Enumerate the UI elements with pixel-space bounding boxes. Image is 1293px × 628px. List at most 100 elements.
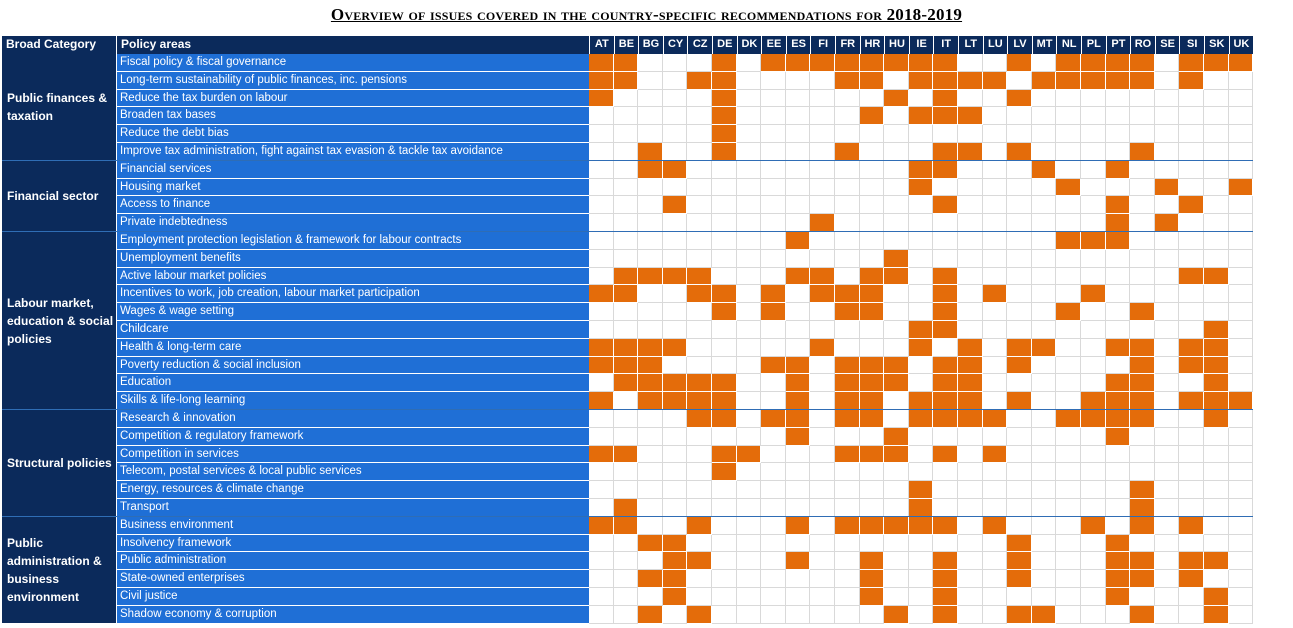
empty-cell <box>736 392 762 410</box>
category-label: Public finances & taxation <box>2 54 116 160</box>
mark-cell <box>958 107 983 126</box>
empty-cell <box>1130 588 1155 606</box>
empty-cell <box>638 321 663 339</box>
mark-cell <box>1007 54 1032 72</box>
empty-cell <box>982 534 1008 553</box>
empty-cell <box>1154 267 1180 286</box>
mark-cell <box>1007 338 1032 357</box>
empty-cell <box>1154 303 1180 321</box>
mark-cell <box>712 125 737 143</box>
mark-cell <box>859 267 885 286</box>
policy-area-label: Research & innovation <box>117 410 589 428</box>
mark-cell <box>884 267 909 286</box>
empty-cell <box>589 321 614 339</box>
empty-cell <box>1081 196 1106 215</box>
empty-cell <box>785 143 811 161</box>
empty-cell <box>1007 125 1032 143</box>
empty-cell <box>638 196 663 215</box>
empty-cell <box>1179 89 1204 108</box>
category-separator <box>2 159 1254 161</box>
country-header-hr: HR <box>859 36 885 54</box>
empty-cell <box>1081 160 1106 179</box>
empty-cell <box>589 178 614 197</box>
empty-cell <box>1228 160 1254 179</box>
empty-cell <box>687 160 712 179</box>
empty-cell <box>1130 321 1155 339</box>
category-label: Labour market, education & social polici… <box>2 232 116 409</box>
empty-cell <box>761 107 786 126</box>
empty-cell <box>1228 570 1254 588</box>
empty-cell <box>1056 374 1081 393</box>
empty-cell <box>1204 89 1229 108</box>
empty-cell <box>687 196 712 215</box>
empty-cell <box>835 481 860 499</box>
empty-cell <box>1228 356 1254 375</box>
empty-cell <box>835 232 860 250</box>
empty-cell <box>736 89 762 108</box>
country-header-ie: IE <box>908 36 934 54</box>
empty-cell <box>884 552 909 571</box>
empty-cell <box>1081 427 1106 446</box>
mark-cell <box>1105 232 1131 250</box>
empty-cell <box>736 410 762 428</box>
empty-cell <box>1056 143 1081 161</box>
empty-cell <box>1007 588 1032 606</box>
empty-cell <box>1228 338 1254 357</box>
mark-cell <box>736 445 762 464</box>
empty-cell <box>835 570 860 588</box>
policy-area-label: Fiscal policy & fiscal governance <box>117 54 589 72</box>
mark-cell <box>933 107 958 126</box>
empty-cell <box>736 285 762 304</box>
mark-cell <box>884 374 909 393</box>
mark-cell <box>908 321 934 339</box>
mark-cell <box>1204 267 1229 286</box>
empty-cell <box>785 445 811 464</box>
empty-cell <box>712 481 737 499</box>
empty-cell <box>1056 249 1081 268</box>
empty-cell <box>1179 588 1204 606</box>
empty-cell <box>1154 605 1180 624</box>
country-header-at: AT <box>589 36 614 54</box>
empty-cell <box>761 427 786 446</box>
empty-cell <box>761 481 786 499</box>
empty-cell <box>687 570 712 588</box>
empty-cell <box>761 214 786 232</box>
mark-cell <box>859 392 885 410</box>
empty-cell <box>958 54 983 72</box>
mark-cell <box>1031 160 1057 179</box>
mark-cell <box>859 54 885 72</box>
empty-cell <box>1154 410 1180 428</box>
empty-cell <box>1081 143 1106 161</box>
mark-cell <box>1228 178 1254 197</box>
empty-cell <box>662 356 688 375</box>
mark-cell <box>908 71 934 90</box>
mark-cell <box>613 499 639 517</box>
empty-cell <box>785 463 811 482</box>
empty-cell <box>835 499 860 517</box>
empty-cell <box>1031 214 1057 232</box>
empty-cell <box>933 214 958 232</box>
empty-cell <box>613 249 639 268</box>
mark-cell <box>884 427 909 446</box>
mark-cell <box>761 303 786 321</box>
empty-cell <box>835 534 860 553</box>
mark-cell <box>589 392 614 410</box>
empty-cell <box>958 196 983 215</box>
country-header-si: SI <box>1179 36 1204 54</box>
mark-cell <box>1154 214 1180 232</box>
empty-cell <box>662 178 688 197</box>
empty-cell <box>785 71 811 90</box>
mark-cell <box>638 392 663 410</box>
empty-cell <box>1228 516 1254 535</box>
empty-cell <box>958 303 983 321</box>
mark-cell <box>835 71 860 90</box>
mark-cell <box>908 160 934 179</box>
mark-cell <box>1130 552 1155 571</box>
empty-cell <box>638 178 663 197</box>
mark-cell <box>933 143 958 161</box>
mark-cell <box>1105 588 1131 606</box>
mark-cell <box>638 570 663 588</box>
empty-cell <box>933 125 958 143</box>
empty-cell <box>1154 160 1180 179</box>
empty-cell <box>613 605 639 624</box>
